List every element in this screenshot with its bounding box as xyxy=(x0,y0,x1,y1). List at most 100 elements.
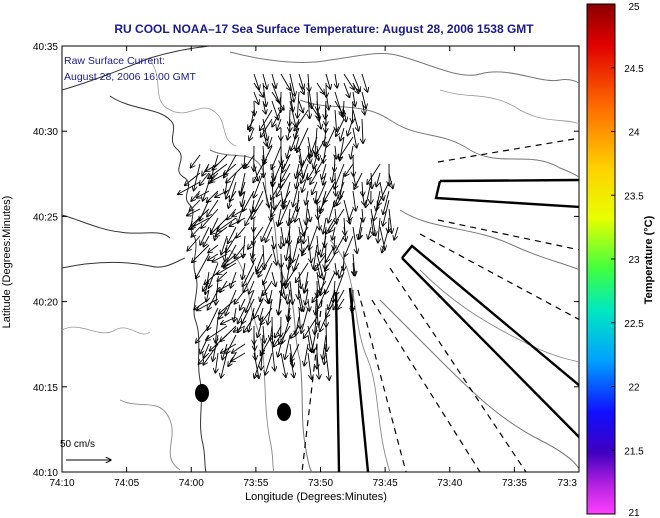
current-vector xyxy=(272,109,282,127)
current-vector xyxy=(217,271,228,281)
current-vector xyxy=(196,298,219,311)
colorbar xyxy=(586,3,616,515)
current-vector xyxy=(243,190,255,212)
current-vector xyxy=(260,289,263,302)
current-vector xyxy=(285,262,300,285)
current-vector xyxy=(260,307,264,320)
current-vector xyxy=(253,82,264,97)
y-tick-label: 40:35 xyxy=(33,42,58,53)
current-vector xyxy=(238,307,246,324)
current-vector xyxy=(281,154,283,169)
current-vector xyxy=(275,325,282,338)
current-vector xyxy=(309,226,318,250)
current-vector xyxy=(353,190,356,211)
x-axis-label: Longitude (Degrees:Minutes) xyxy=(245,491,387,503)
current-vector xyxy=(376,190,381,211)
current-vector xyxy=(261,217,273,241)
current-vector xyxy=(260,109,273,131)
current-vector xyxy=(196,190,210,198)
current-vector xyxy=(344,253,345,271)
current-vector xyxy=(251,199,264,219)
current-vector xyxy=(252,244,254,258)
x-axis: 74:10 74:05 74:00 73:55 73:50 73:45 73:40 73:35… xyxy=(49,46,580,489)
current-vector xyxy=(232,208,246,217)
current-vector xyxy=(233,325,246,332)
current-vector xyxy=(272,316,273,344)
current-vector xyxy=(312,280,327,302)
current-vector xyxy=(352,127,357,148)
current-vector xyxy=(326,298,336,318)
current-vector xyxy=(269,289,272,304)
current-vector xyxy=(278,208,282,227)
current-vector xyxy=(262,127,267,146)
current-vector xyxy=(304,280,309,293)
current-vector xyxy=(217,280,237,292)
current-vector xyxy=(302,244,309,256)
current-vector xyxy=(228,181,237,208)
current-vector xyxy=(308,208,310,222)
current-vector xyxy=(287,145,290,158)
current-vector xyxy=(288,298,291,319)
current-vector xyxy=(263,100,266,114)
current-vector xyxy=(207,253,219,261)
current-vector xyxy=(361,73,368,92)
scale-label: 50 cm/s xyxy=(60,439,95,450)
current-vector xyxy=(215,352,218,373)
current-vector xyxy=(298,82,304,94)
current-vector xyxy=(288,253,290,270)
current-vector xyxy=(189,217,210,229)
current-vector xyxy=(304,343,309,366)
current-vector xyxy=(221,235,228,255)
current-vector xyxy=(253,73,259,90)
current-vector xyxy=(203,181,210,201)
current-vector xyxy=(192,244,210,263)
current-vector xyxy=(321,235,327,257)
current-vector xyxy=(316,271,320,293)
current-vector xyxy=(203,343,210,358)
current-vector xyxy=(320,316,327,332)
current-vector xyxy=(206,325,228,340)
current-vector xyxy=(248,226,264,249)
current-vector xyxy=(225,235,237,253)
current-vector xyxy=(271,82,280,103)
current-vector xyxy=(335,145,336,159)
current-vector xyxy=(322,163,327,179)
solid-tracks xyxy=(334,178,579,472)
current-vector xyxy=(207,199,219,217)
current-vector xyxy=(277,118,282,131)
current-vector xyxy=(242,262,255,287)
current-vector xyxy=(308,145,310,164)
current-vector xyxy=(272,163,274,181)
colorbar-tick-label: 24.5 xyxy=(624,64,644,75)
current-vector xyxy=(263,280,273,296)
current-vector xyxy=(308,334,311,352)
current-vector xyxy=(278,298,281,315)
current-vector xyxy=(254,352,264,378)
current-vector xyxy=(334,100,343,114)
current-vector xyxy=(248,118,255,130)
current-vector xyxy=(306,190,309,205)
current-vector xyxy=(298,73,304,89)
colorbar-tick-label: 21 xyxy=(628,508,640,518)
current-vector xyxy=(221,316,237,324)
station-marker xyxy=(195,384,209,402)
current-vector xyxy=(223,253,246,268)
current-vector xyxy=(229,217,246,226)
current-vector xyxy=(191,226,201,237)
current-vector xyxy=(234,289,246,304)
current-vector xyxy=(273,334,282,347)
current-vector xyxy=(303,316,318,338)
current-vector xyxy=(362,118,363,144)
current-vector xyxy=(310,172,318,184)
x-tick-label: 74:00 xyxy=(179,478,204,489)
current-vector xyxy=(347,118,354,136)
current-vector xyxy=(271,181,282,200)
current-vector xyxy=(282,154,291,173)
current-vector xyxy=(232,343,246,353)
current-vector xyxy=(298,154,309,175)
y-tick-label: 40:25 xyxy=(33,212,58,223)
current-vector xyxy=(287,127,290,140)
current-vector xyxy=(309,136,318,159)
current-vector xyxy=(224,163,237,175)
current-vector xyxy=(313,244,318,269)
